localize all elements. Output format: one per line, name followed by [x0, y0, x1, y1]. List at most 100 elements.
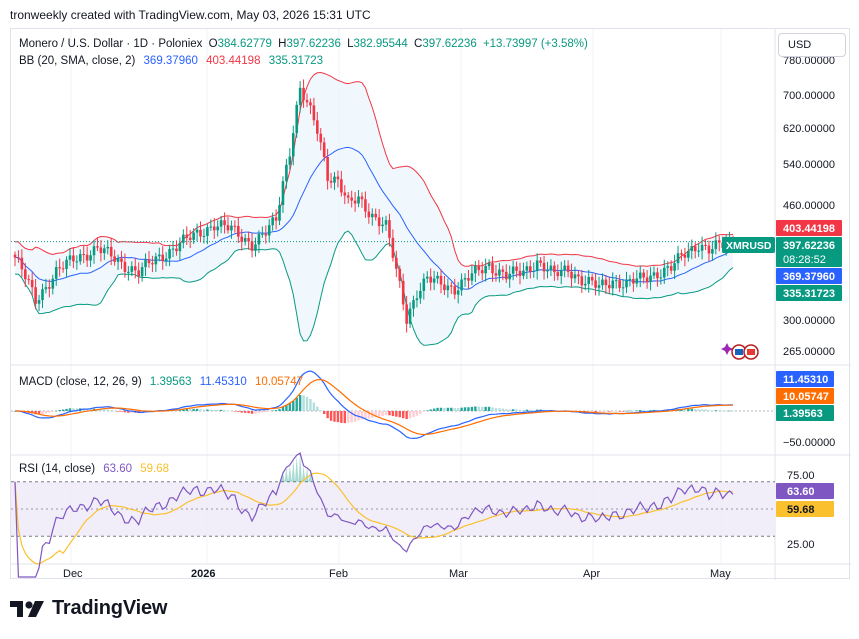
candle-body[interactable]: [614, 280, 618, 282]
chart-container[interactable]: Monero / U.S. Dollar · 1D · Poloniex O38…: [10, 28, 851, 580]
candle-body[interactable]: [470, 273, 474, 281]
candle-body[interactable]: [370, 213, 374, 218]
candle-body[interactable]: [133, 266, 137, 271]
macd-indicator-label[interactable]: MACD (close, 12, 26, 9): [19, 376, 142, 388]
candle-body[interactable]: [687, 250, 690, 258]
candle-body[interactable]: [192, 232, 195, 240]
candle-body[interactable]: [127, 271, 130, 273]
candle-body[interactable]: [295, 104, 299, 134]
candle-body[interactable]: [405, 304, 408, 324]
candle-body[interactable]: [436, 275, 439, 279]
candle-body[interactable]: [130, 266, 134, 272]
candle-body[interactable]: [659, 277, 663, 279]
candle-body[interactable]: [322, 142, 326, 157]
candle-body[interactable]: [333, 176, 336, 183]
candle-body[interactable]: [109, 246, 113, 257]
candle-body[interactable]: [480, 270, 484, 274]
candle-body[interactable]: [281, 181, 285, 206]
candle-body[interactable]: [360, 196, 364, 200]
candle-body[interactable]: [683, 254, 687, 258]
candle-body[interactable]: [549, 265, 553, 271]
candle-body[interactable]: [89, 255, 92, 261]
candle-body[interactable]: [51, 278, 55, 289]
candle-body[interactable]: [123, 261, 127, 272]
candle-body[interactable]: [704, 244, 707, 246]
candle-body[interactable]: [274, 217, 278, 221]
candle-body[interactable]: [377, 217, 381, 227]
candle-body[interactable]: [326, 156, 329, 181]
candle-body[interactable]: [553, 265, 556, 273]
candle-body[interactable]: [206, 227, 209, 236]
candle-body[interactable]: [652, 272, 656, 276]
candle-body[interactable]: [30, 280, 34, 288]
candle-body[interactable]: [707, 245, 711, 254]
candle-body[interactable]: [556, 272, 560, 277]
candle-body[interactable]: [17, 257, 20, 259]
candle-body[interactable]: [329, 180, 333, 183]
candle-body[interactable]: [508, 273, 511, 280]
candle-body[interactable]: [13, 254, 17, 258]
candle-body[interactable]: [628, 278, 632, 280]
candle-body[interactable]: [99, 247, 103, 254]
candle-body[interactable]: [529, 266, 532, 272]
candle-body[interactable]: [302, 87, 305, 101]
candle-body[interactable]: [106, 246, 110, 249]
candle-body[interactable]: [504, 271, 508, 280]
candle-body[interactable]: [271, 217, 274, 226]
candle-body[interactable]: [415, 298, 419, 301]
candle-body[interactable]: [539, 260, 542, 263]
candle-body[interactable]: [381, 224, 384, 227]
candle-body[interactable]: [44, 287, 48, 290]
candle-body[interactable]: [103, 248, 106, 254]
candle-body[interactable]: [92, 246, 96, 256]
candle-body[interactable]: [374, 213, 378, 218]
candle-body[interactable]: [460, 279, 463, 291]
tradingview-logo[interactable]: TradingView: [10, 597, 167, 620]
candle-body[interactable]: [216, 226, 219, 231]
candle-body[interactable]: [346, 195, 350, 198]
candle-body[interactable]: [711, 249, 714, 254]
candle-body[interactable]: [601, 279, 604, 286]
candle-body[interactable]: [65, 259, 68, 269]
candle-body[interactable]: [573, 274, 577, 279]
candle-body[interactable]: [559, 269, 563, 277]
candle-body[interactable]: [157, 254, 161, 257]
candle-body[interactable]: [511, 266, 515, 274]
candle-body[interactable]: [542, 262, 546, 272]
candle-body[interactable]: [618, 280, 621, 288]
price-pane[interactable]: Monero / U.S. Dollar · 1D · Poloniex O38…: [11, 38, 842, 360]
candle-body[interactable]: [340, 179, 343, 193]
candle-body[interactable]: [645, 277, 649, 282]
candle-body[interactable]: [343, 192, 347, 196]
candle-body[interactable]: [78, 254, 82, 262]
candle-body[interactable]: [185, 234, 189, 238]
candle-body[interactable]: [230, 225, 233, 231]
price-axis[interactable]: 780.00000 700.00000 620.00000 540.00000 …: [783, 55, 835, 358]
candle-body[interactable]: [54, 267, 58, 279]
candle-body[interactable]: [422, 278, 426, 291]
candle-body[interactable]: [20, 257, 24, 270]
candle-body[interactable]: [429, 276, 432, 283]
candle-body[interactable]: [587, 276, 591, 284]
candle-body[interactable]: [226, 225, 230, 231]
candle-body[interactable]: [412, 300, 415, 309]
candle-body[interactable]: [182, 234, 185, 243]
candle-body[interactable]: [309, 102, 312, 106]
candle-body[interactable]: [219, 220, 223, 227]
candle-body[interactable]: [638, 272, 642, 279]
candle-body[interactable]: [570, 271, 573, 279]
candle-body[interactable]: [353, 200, 357, 204]
candle-body[interactable]: [233, 225, 237, 227]
candle-body[interactable]: [443, 284, 446, 291]
candle-body[interactable]: [419, 290, 422, 299]
candle-body[interactable]: [580, 276, 584, 286]
candle-body[interactable]: [154, 256, 158, 265]
candle-body[interactable]: [590, 276, 594, 281]
candle-body[interactable]: [350, 197, 353, 201]
candle-body[interactable]: [319, 133, 323, 143]
candle-body[interactable]: [257, 233, 261, 245]
rsi-indicator-label[interactable]: RSI (14, close): [19, 463, 95, 475]
candle-body[interactable]: [535, 260, 539, 271]
candle-body[interactable]: [690, 246, 694, 251]
candle-body[interactable]: [336, 176, 340, 180]
